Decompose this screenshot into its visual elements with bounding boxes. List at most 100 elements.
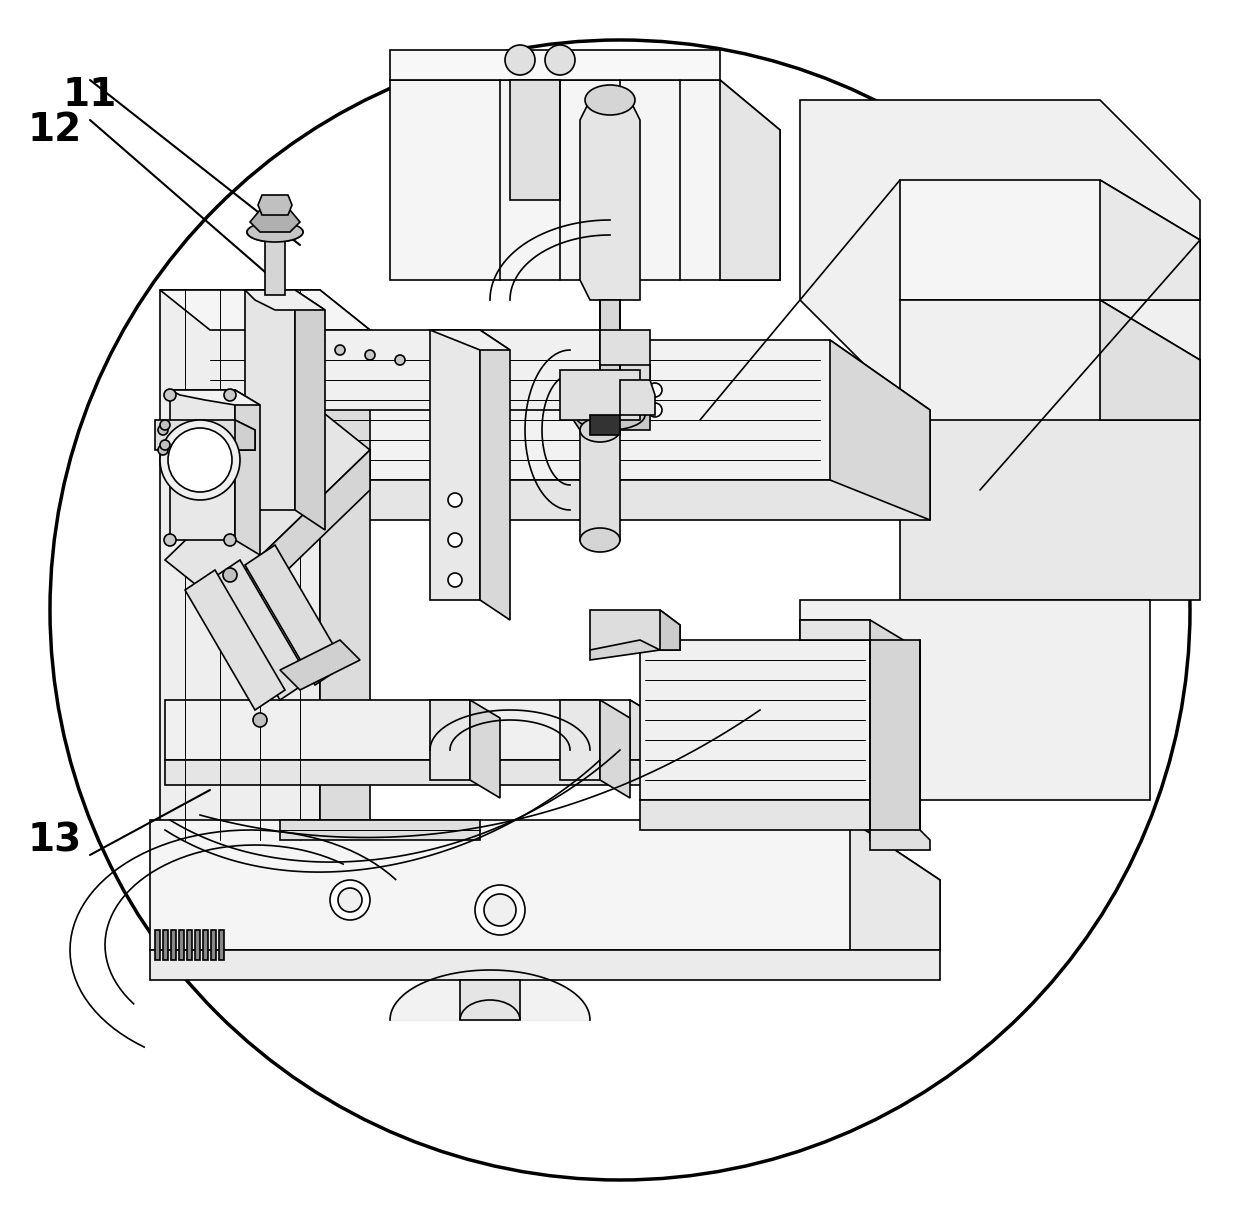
Polygon shape	[720, 81, 780, 280]
Polygon shape	[430, 700, 470, 780]
Circle shape	[157, 444, 167, 455]
Polygon shape	[849, 821, 940, 950]
Polygon shape	[600, 330, 650, 410]
Circle shape	[167, 429, 232, 492]
Circle shape	[448, 573, 463, 587]
Polygon shape	[640, 640, 920, 800]
Polygon shape	[640, 800, 920, 830]
Polygon shape	[200, 480, 930, 520]
Polygon shape	[320, 291, 370, 880]
Circle shape	[223, 568, 237, 582]
Polygon shape	[155, 930, 160, 960]
Polygon shape	[600, 330, 650, 365]
Polygon shape	[155, 420, 255, 451]
Circle shape	[546, 45, 575, 74]
Polygon shape	[800, 620, 920, 670]
Polygon shape	[250, 210, 300, 232]
Polygon shape	[160, 291, 320, 840]
Polygon shape	[258, 195, 291, 215]
Polygon shape	[800, 100, 1200, 400]
Polygon shape	[590, 640, 660, 661]
Polygon shape	[900, 300, 1200, 420]
Polygon shape	[246, 291, 325, 310]
Polygon shape	[870, 640, 920, 800]
Polygon shape	[203, 930, 208, 960]
Polygon shape	[150, 821, 940, 950]
Polygon shape	[430, 330, 480, 600]
Circle shape	[164, 534, 176, 546]
Polygon shape	[590, 415, 620, 435]
Polygon shape	[430, 330, 510, 350]
Polygon shape	[295, 291, 325, 530]
Polygon shape	[470, 700, 500, 799]
Polygon shape	[600, 700, 630, 799]
Circle shape	[50, 40, 1190, 1179]
Polygon shape	[246, 291, 295, 510]
Circle shape	[475, 885, 525, 935]
Polygon shape	[236, 420, 255, 451]
Polygon shape	[171, 930, 176, 960]
Text: 11: 11	[63, 76, 117, 114]
Polygon shape	[1100, 179, 1200, 300]
Polygon shape	[480, 330, 510, 620]
Polygon shape	[630, 700, 680, 759]
Polygon shape	[170, 389, 236, 540]
Polygon shape	[560, 700, 600, 780]
Polygon shape	[187, 930, 192, 960]
Text: 12: 12	[27, 111, 82, 149]
Polygon shape	[165, 700, 680, 759]
Polygon shape	[510, 81, 560, 200]
Circle shape	[160, 440, 170, 451]
Polygon shape	[195, 930, 200, 960]
Circle shape	[365, 350, 374, 360]
Polygon shape	[265, 230, 285, 295]
Polygon shape	[460, 980, 520, 1020]
Polygon shape	[165, 759, 680, 785]
Ellipse shape	[585, 85, 635, 115]
Polygon shape	[570, 400, 650, 430]
Polygon shape	[800, 600, 1149, 800]
Polygon shape	[900, 179, 1200, 300]
Polygon shape	[1100, 300, 1200, 420]
Circle shape	[649, 383, 662, 397]
Circle shape	[448, 534, 463, 547]
Ellipse shape	[247, 222, 303, 242]
Text: 13: 13	[27, 821, 82, 860]
Polygon shape	[580, 430, 620, 540]
Polygon shape	[211, 930, 216, 960]
Circle shape	[157, 425, 167, 435]
Circle shape	[253, 713, 267, 726]
Circle shape	[649, 403, 662, 418]
Polygon shape	[590, 610, 680, 650]
Polygon shape	[560, 370, 640, 420]
Polygon shape	[165, 410, 370, 600]
Polygon shape	[870, 640, 920, 840]
Circle shape	[484, 894, 516, 926]
Polygon shape	[219, 930, 224, 960]
Polygon shape	[660, 610, 680, 650]
Circle shape	[505, 45, 534, 74]
Polygon shape	[280, 821, 480, 840]
Polygon shape	[600, 300, 620, 420]
Circle shape	[330, 880, 370, 919]
Polygon shape	[580, 100, 640, 300]
Circle shape	[224, 389, 236, 400]
Polygon shape	[391, 50, 720, 81]
Polygon shape	[160, 291, 370, 330]
Polygon shape	[870, 830, 930, 850]
Circle shape	[160, 420, 170, 430]
Polygon shape	[320, 330, 650, 410]
Polygon shape	[236, 389, 260, 556]
Polygon shape	[246, 545, 345, 685]
Circle shape	[396, 355, 405, 365]
Ellipse shape	[580, 418, 620, 442]
Polygon shape	[170, 389, 260, 405]
Circle shape	[224, 534, 236, 546]
Polygon shape	[620, 380, 655, 415]
Polygon shape	[215, 451, 370, 640]
Circle shape	[164, 389, 176, 400]
Polygon shape	[391, 81, 780, 280]
Polygon shape	[162, 930, 167, 960]
Ellipse shape	[580, 527, 620, 552]
Polygon shape	[179, 930, 184, 960]
